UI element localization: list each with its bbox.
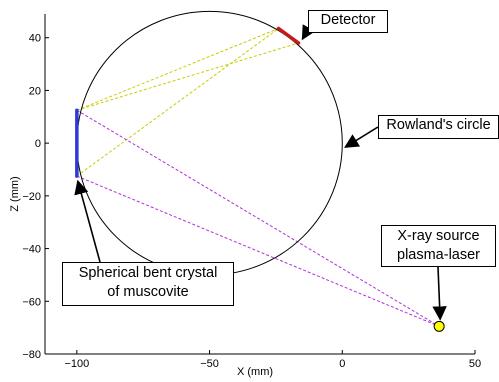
xray-source-label-line2: plasma-laser bbox=[397, 247, 480, 263]
crystal-label-line2: of muscovite bbox=[107, 284, 189, 300]
y-tick-label-2: 20 bbox=[29, 85, 41, 97]
xray-source-callout: X-ray source plasma-laser bbox=[381, 225, 496, 267]
y-axis-label: Z (mm) bbox=[9, 176, 21, 211]
rowland-circle-arrow bbox=[344, 126, 379, 148]
rays-layer bbox=[76, 28, 440, 327]
xray-source-arrow bbox=[432, 266, 447, 321]
incident-ray-2 bbox=[76, 175, 440, 327]
y-tick-label-4: −20 bbox=[22, 191, 41, 203]
y-tick-label-3: 0 bbox=[35, 138, 41, 150]
reflected-ray-3 bbox=[76, 28, 279, 177]
x-tick-label-2: −50 bbox=[200, 358, 219, 370]
crystal-arrow bbox=[74, 179, 101, 263]
reflected-ray-1 bbox=[76, 28, 279, 111]
x-tick-label-1: −100 bbox=[64, 358, 89, 370]
y-tick-label-7: −80 bbox=[22, 349, 41, 361]
rowland-circle-label: Rowland's circle bbox=[386, 117, 491, 133]
components-layer bbox=[75, 26, 445, 332]
reflected-ray-2 bbox=[76, 42, 299, 111]
rowland-circle bbox=[76, 10, 343, 276]
x-axis-label: X (mm) bbox=[237, 366, 273, 378]
source-marker bbox=[433, 320, 445, 332]
detector-mark bbox=[276, 26, 301, 45]
incident-ray-1 bbox=[76, 109, 440, 327]
y-tick-label-1: 40 bbox=[29, 33, 41, 45]
x-tick-label-4: 50 bbox=[469, 358, 481, 370]
crystal-label-line1: Spherical bent crystal bbox=[78, 265, 218, 281]
y-tick-label-6: −60 bbox=[22, 296, 41, 308]
x-tick-label-3: 0 bbox=[339, 358, 345, 370]
axes-layer: −100 −50 0 50 40 20 0 −20 −40 −60 −80 X (mm) Z (mm) bbox=[9, 14, 481, 378]
circle-layer bbox=[76, 10, 343, 276]
y-tick-label-5: −40 bbox=[22, 244, 41, 256]
rowland-circle-callout: Rowland's circle bbox=[378, 115, 499, 139]
detector-callout: Detector bbox=[308, 10, 388, 33]
crystal-callout: Spherical bent crystal of muscovite bbox=[62, 262, 234, 306]
detector-label: Detector bbox=[320, 12, 376, 28]
xray-source-label-line1: X-ray source bbox=[397, 228, 480, 244]
